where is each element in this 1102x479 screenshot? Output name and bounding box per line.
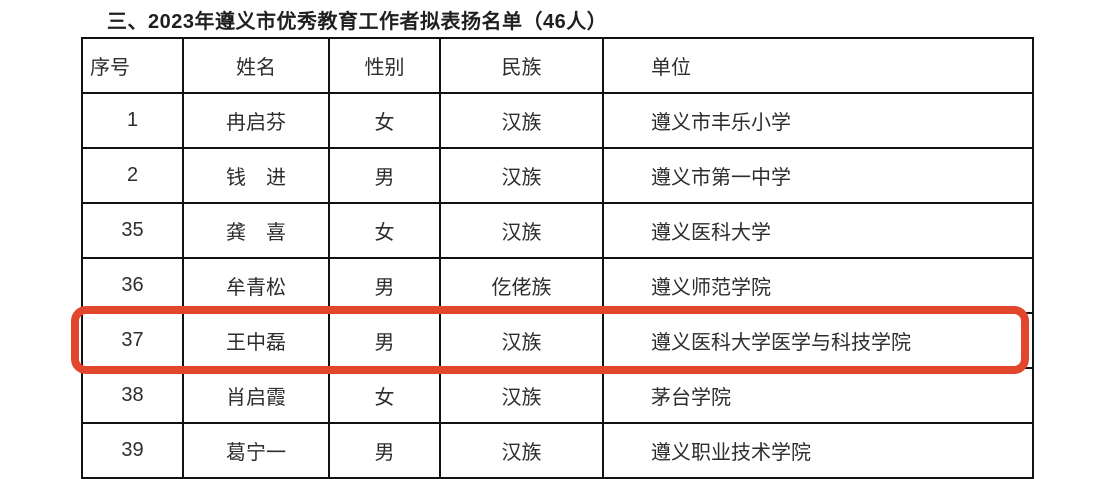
cell-name: 葛宁一	[182, 422, 330, 479]
cell-name: 牟青松	[182, 257, 330, 314]
roster-table: 序号 姓名 性别 民族 单位 1 冉启芬 女 汉族 遵义市丰乐小学 2 钱 进 …	[81, 37, 1034, 479]
cell-ethnicity: 汉族	[439, 422, 604, 479]
cell-number: 39	[81, 422, 184, 479]
cell-ethnicity: 仡佬族	[439, 257, 604, 314]
column-header-name: 姓名	[182, 37, 330, 94]
cell-unit: 遵义医科大学医学与科技学院	[602, 312, 1034, 369]
cell-gender: 男	[328, 312, 441, 369]
cell-ethnicity: 汉族	[439, 367, 604, 424]
cell-ethnicity: 汉族	[439, 92, 604, 149]
table-body: 1 冉启芬 女 汉族 遵义市丰乐小学 2 钱 进 男 汉族 遵义市第一中学 35…	[81, 92, 1034, 479]
table-row: 38 肖启霞 女 汉族 茅台学院	[81, 367, 1034, 424]
table-header-row: 序号 姓名 性别 民族 单位	[81, 37, 1034, 94]
cell-unit: 茅台学院	[602, 367, 1034, 424]
cell-number: 36	[81, 257, 184, 314]
cell-number: 37	[81, 312, 184, 369]
table-row: 1 冉启芬 女 汉族 遵义市丰乐小学	[81, 92, 1034, 149]
table-row: 36 牟青松 男 仡佬族 遵义师范学院	[81, 257, 1034, 314]
cell-number: 1	[81, 92, 184, 149]
cell-gender: 男	[328, 257, 441, 314]
cell-number: 2	[81, 147, 184, 204]
cell-name: 钱 进	[182, 147, 330, 204]
cell-gender: 女	[328, 367, 441, 424]
cell-name: 王中磊	[182, 312, 330, 369]
cell-unit: 遵义医科大学	[602, 202, 1034, 259]
column-header-number: 序号	[81, 37, 184, 94]
column-header-gender: 性别	[328, 37, 441, 94]
table-row: 39 葛宁一 男 汉族 遵义职业技术学院	[81, 422, 1034, 479]
cell-number: 35	[81, 202, 184, 259]
page-title: 三、2023年遵义市优秀教育工作者拟表扬名单（46人）	[107, 11, 608, 33]
cell-number: 38	[81, 367, 184, 424]
cell-gender: 男	[328, 422, 441, 479]
cell-gender: 女	[328, 202, 441, 259]
table-row: 2 钱 进 男 汉族 遵义市第一中学	[81, 147, 1034, 204]
cell-unit: 遵义市丰乐小学	[602, 92, 1034, 149]
cell-gender: 男	[328, 147, 441, 204]
cell-ethnicity: 汉族	[439, 312, 604, 369]
cell-unit: 遵义市第一中学	[602, 147, 1034, 204]
table-row: 35 龚 喜 女 汉族 遵义医科大学	[81, 202, 1034, 259]
table-row-highlighted: 37 王中磊 男 汉族 遵义医科大学医学与科技学院	[81, 312, 1034, 369]
cell-gender: 女	[328, 92, 441, 149]
cell-name: 肖启霞	[182, 367, 330, 424]
column-header-ethnicity: 民族	[439, 37, 604, 94]
column-header-unit: 单位	[602, 37, 1034, 94]
cell-name: 冉启芬	[182, 92, 330, 149]
cell-ethnicity: 汉族	[439, 202, 604, 259]
cell-unit: 遵义师范学院	[602, 257, 1034, 314]
cell-name: 龚 喜	[182, 202, 330, 259]
cell-unit: 遵义职业技术学院	[602, 422, 1034, 479]
cell-ethnicity: 汉族	[439, 147, 604, 204]
